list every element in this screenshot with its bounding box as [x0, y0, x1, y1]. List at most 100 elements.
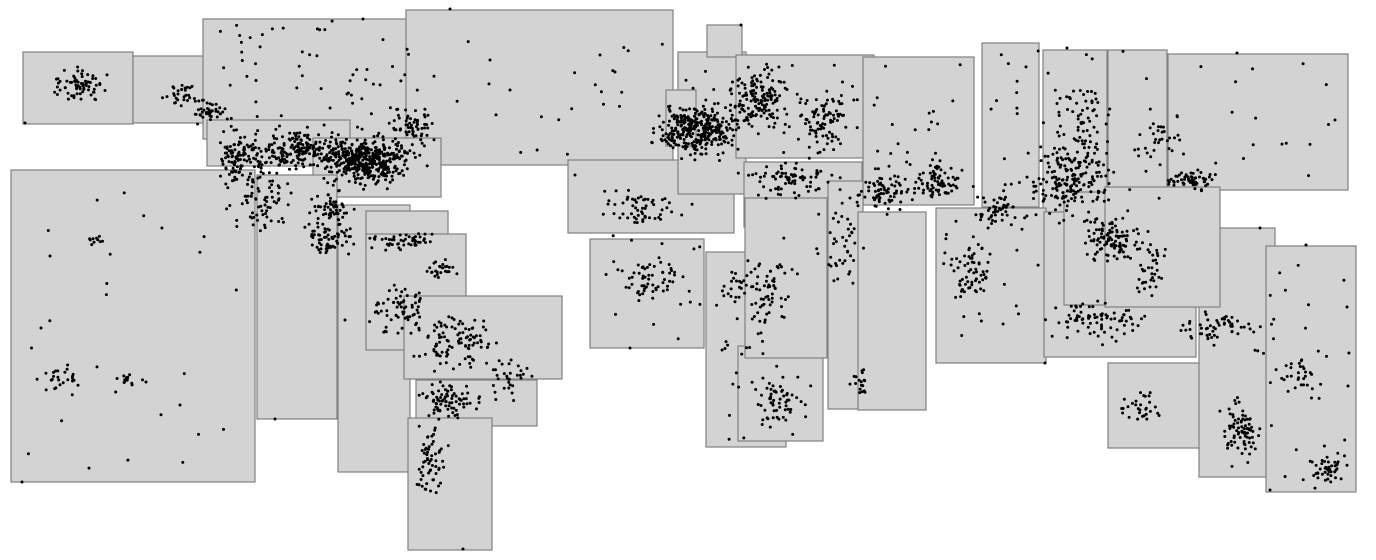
location-point — [398, 128, 402, 132]
location-point — [762, 107, 766, 111]
location-point — [330, 135, 333, 139]
location-point — [1092, 231, 1096, 235]
location-point — [691, 132, 695, 136]
location-point — [751, 110, 755, 114]
location-point — [403, 287, 407, 291]
location-point — [759, 85, 763, 89]
location-point — [261, 213, 265, 217]
location-point — [857, 378, 861, 382]
location-point — [665, 288, 669, 292]
location-point — [246, 178, 250, 182]
location-point — [1066, 325, 1070, 329]
location-point — [1088, 119, 1092, 123]
location-point — [835, 264, 838, 268]
location-point — [745, 274, 749, 278]
location-point — [324, 154, 328, 158]
location-point — [1272, 337, 1275, 341]
location-point — [816, 127, 820, 131]
location-point — [1079, 122, 1083, 126]
location-point — [436, 397, 440, 401]
location-point — [742, 279, 746, 283]
location-point — [793, 166, 797, 170]
location-point — [303, 157, 307, 161]
location-point — [1082, 220, 1086, 223]
location-point — [224, 156, 228, 160]
location-point — [670, 114, 674, 118]
location-point — [694, 148, 697, 151]
location-point — [443, 335, 446, 339]
location-point — [1246, 431, 1249, 435]
location-point — [647, 273, 651, 277]
location-point — [91, 237, 95, 241]
location-point — [434, 405, 438, 409]
location-point — [444, 361, 448, 365]
location-point — [714, 138, 718, 142]
location-point — [1015, 91, 1019, 95]
location-point — [270, 27, 274, 31]
location-point — [1213, 173, 1217, 177]
location-point — [1089, 220, 1093, 224]
location-point — [750, 84, 754, 88]
location-point — [1041, 177, 1045, 181]
location-point — [1138, 411, 1141, 415]
location-point — [652, 203, 656, 207]
location-point — [849, 222, 852, 226]
location-point — [979, 218, 983, 222]
location-point — [1135, 227, 1139, 231]
location-point — [1096, 101, 1100, 104]
location-point — [949, 263, 953, 267]
location-point — [1096, 163, 1100, 167]
location-point — [726, 141, 730, 145]
location-point — [884, 64, 887, 68]
location-point — [230, 170, 234, 174]
location-point — [710, 125, 714, 129]
location-point — [290, 143, 294, 147]
location-point — [698, 142, 702, 146]
location-point — [331, 147, 335, 151]
location-point — [316, 164, 320, 168]
location-point — [1139, 403, 1143, 407]
location-point — [995, 201, 999, 205]
region-box — [1167, 53, 1349, 191]
location-point — [56, 81, 60, 85]
location-point — [1230, 110, 1234, 114]
location-point — [243, 135, 247, 139]
location-point — [1032, 190, 1036, 194]
location-point — [1206, 326, 1209, 330]
location-point — [340, 202, 344, 206]
location-point — [772, 125, 776, 129]
location-point — [360, 147, 364, 151]
location-point — [758, 305, 762, 309]
location-point — [1115, 328, 1119, 332]
location-point — [930, 177, 934, 181]
location-point — [165, 95, 169, 99]
location-point — [1323, 460, 1327, 463]
location-point — [1304, 243, 1308, 247]
location-point — [787, 125, 791, 129]
location-point — [767, 311, 771, 315]
location-point — [434, 465, 438, 468]
location-point — [1055, 158, 1059, 162]
location-point — [643, 215, 647, 219]
location-point — [1149, 278, 1153, 282]
location-point — [214, 107, 218, 111]
location-point — [1137, 154, 1141, 158]
location-point — [1152, 279, 1156, 283]
location-point — [108, 252, 112, 256]
location-point — [233, 175, 237, 179]
location-point — [879, 187, 883, 191]
location-point — [428, 459, 432, 463]
location-point — [755, 106, 759, 110]
location-point — [456, 339, 460, 343]
location-point — [795, 272, 799, 276]
location-point — [284, 151, 288, 155]
location-point — [432, 432, 436, 436]
location-point — [1126, 209, 1130, 213]
location-point — [329, 208, 332, 212]
location-point — [439, 396, 443, 399]
location-point — [1050, 170, 1054, 174]
location-point — [1142, 280, 1145, 284]
location-point — [89, 93, 93, 97]
location-point — [88, 237, 92, 241]
location-point — [425, 482, 429, 486]
